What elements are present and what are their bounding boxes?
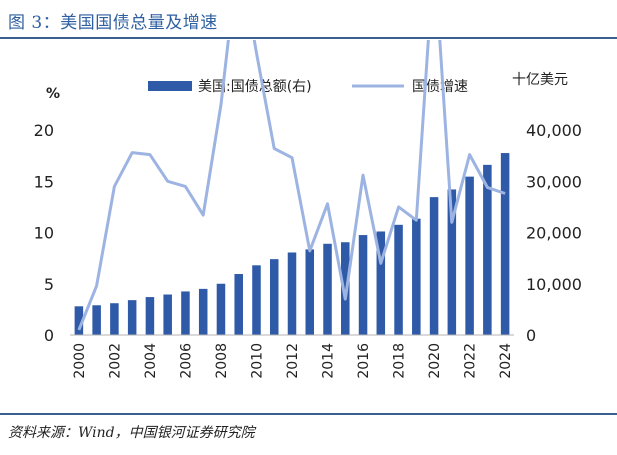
bar (358, 235, 368, 335)
right-axis-unit: 十亿美元 (512, 72, 568, 88)
bar (341, 242, 350, 335)
x-tick-label: 2022 (463, 343, 479, 379)
bar-series (74, 153, 510, 335)
left-tick-label: 20 (34, 121, 54, 140)
bar (92, 305, 101, 335)
bar (376, 231, 386, 335)
source-note: 资料来源：Wind，中国银河证券研究院 (8, 425, 255, 441)
bar (483, 164, 492, 335)
bar (127, 300, 137, 335)
bar (181, 291, 190, 335)
left-tick-label: 15 (34, 172, 54, 191)
left-tick-label: 10 (34, 224, 54, 243)
legend: 美国:国债总额(右) 国债增速 (148, 79, 468, 95)
x-tick-label: 2020 (427, 343, 443, 379)
legend-swatch-bar (148, 81, 192, 91)
bar (465, 176, 474, 335)
bottom-rule (0, 413, 617, 415)
bar (394, 224, 403, 335)
top-rule (0, 37, 617, 39)
x-tick-label: 2012 (285, 343, 301, 379)
bar (198, 288, 208, 335)
bar (269, 259, 279, 335)
right-tick-label: 30,000 (526, 172, 582, 191)
chart: 美国:国债总额(右) 国债增速 % 十亿美元 0 5 10 15 20 0 10,000 2… (34, 40, 582, 379)
bar (323, 243, 332, 335)
figure-title: 图 3：美国国债总量及增速 (8, 13, 218, 33)
legend-label-bar: 美国:国债总额(右) (198, 79, 312, 95)
x-tick-label: 2000 (72, 343, 88, 379)
right-tick-label: 10,000 (526, 275, 582, 294)
x-tick-label: 2006 (178, 343, 194, 379)
left-tick-label: 5 (44, 275, 54, 294)
bar (305, 249, 315, 335)
bar (110, 303, 119, 335)
left-tick-label: 0 (44, 326, 54, 345)
bar (429, 197, 439, 335)
bar (145, 297, 155, 335)
bar (216, 283, 226, 335)
bar (412, 218, 421, 335)
right-tick-label: 40,000 (526, 121, 582, 140)
legend-label-line: 国债增速 (412, 79, 468, 95)
right-tick-label: 20,000 (526, 224, 582, 243)
left-axis-ticks: 0 5 10 15 20 (34, 121, 54, 345)
growth-line (77, 40, 506, 331)
right-tick-label: 0 (526, 326, 536, 345)
x-tick-label: 2008 (214, 343, 230, 379)
bar (234, 274, 243, 335)
bar (287, 252, 297, 335)
x-tick-label: 2018 (392, 343, 408, 379)
x-tick-label: 2002 (107, 343, 123, 379)
x-tick-label: 2004 (143, 343, 159, 379)
x-tick-label: 2014 (321, 343, 337, 379)
bar (163, 294, 172, 335)
bar (500, 153, 510, 335)
bar (447, 189, 457, 335)
right-axis-ticks: 0 10,000 20,000 30,000 40,000 (526, 121, 582, 345)
x-axis-ticks: 2000 2002 2004 2006 2008 2010 2012 2014 2016 2018… (72, 343, 514, 379)
x-tick-label: 2010 (249, 343, 265, 379)
left-axis-unit: % (46, 86, 60, 102)
x-tick-label: 2024 (498, 343, 514, 379)
bar (74, 306, 84, 335)
bar (252, 265, 261, 335)
x-tick-label: 2016 (356, 343, 372, 379)
